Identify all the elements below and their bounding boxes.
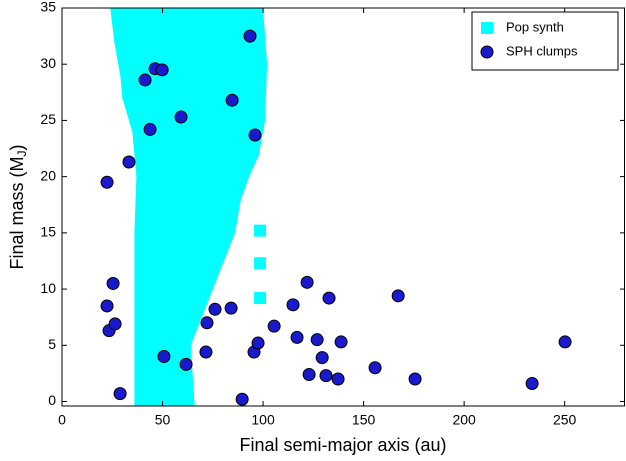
sph-clump-point (243, 29, 257, 43)
sph-clump-point (199, 345, 213, 359)
sph-clump-point (558, 335, 572, 349)
y-tick-label: 30 (40, 55, 56, 71)
y-tick-label: 20 (40, 167, 56, 183)
sph-clump-point (319, 369, 333, 383)
y-tick-label: 15 (40, 224, 56, 240)
sph-clump-point (179, 357, 193, 371)
sph-clump-point (122, 155, 136, 169)
y-tick-label: 35 (40, 0, 56, 15)
sph-clump-point (113, 387, 127, 401)
sph-clump-point (525, 377, 539, 391)
sph-clump-point (200, 316, 214, 330)
y-axis-label: Final mass (MJ) (7, 144, 29, 269)
x-tick-label: 100 (251, 412, 275, 428)
sph-clump-point (334, 335, 348, 349)
legend-label: Pop synth (506, 19, 564, 34)
y-tick-label: 0 (48, 392, 56, 408)
sph-clump-point (286, 298, 300, 312)
sph-clump-point (100, 299, 114, 313)
x-tick-label: 50 (155, 412, 171, 428)
sph-clump-point (225, 93, 239, 107)
sph-clump-point (248, 128, 262, 142)
x-tick-label: 0 (58, 412, 66, 428)
sph-clump-point (155, 63, 169, 77)
pop-synth-point (254, 224, 267, 237)
x-tick-label: 250 (553, 412, 577, 428)
sph-clump-point (302, 368, 316, 382)
sph-clump-point (267, 319, 281, 333)
sph-clump-point (157, 350, 171, 364)
sph-clump-point (408, 372, 422, 386)
x-axis-label: Final semi-major axis (au) (239, 435, 446, 455)
sph-clump-point (331, 372, 345, 386)
sph-clump-point (143, 122, 157, 136)
sph-clump-point (315, 351, 329, 365)
sph-clump-point (224, 301, 238, 315)
sph-clump-point (300, 275, 314, 289)
legend-marker (481, 22, 493, 34)
plot-area (100, 8, 572, 406)
y-tick-label: 25 (40, 111, 56, 127)
legend-marker (480, 45, 494, 59)
y-label-main: Final mass (M (7, 156, 27, 269)
sph-clump-point (310, 333, 324, 347)
sph-clump-point (322, 291, 336, 305)
sph-clump-point (108, 317, 122, 331)
sph-clump-point (100, 175, 114, 189)
legend-box (471, 11, 619, 71)
y-tick-label: 10 (40, 280, 56, 296)
pop-synth-region (110, 8, 268, 406)
sph-clump-point (251, 336, 265, 350)
sph-clump-point (368, 361, 382, 375)
pop-synth-point (254, 257, 267, 270)
legend-label: SPH clumps (506, 43, 578, 58)
axes-frame (61, 7, 625, 407)
sph-clump-point (208, 302, 222, 316)
x-tick-label: 200 (452, 412, 476, 428)
sph-clump-point (235, 392, 249, 406)
x-tick-label: 150 (352, 412, 376, 428)
y-label-tail: ) (7, 144, 27, 150)
sph-clump-point (290, 330, 304, 344)
sph-clump-point (138, 73, 152, 87)
sph-clump-point (174, 110, 188, 124)
y-label-sub: J (15, 150, 29, 156)
sph-clump-point (106, 276, 120, 290)
pop-synth-point (254, 292, 267, 305)
y-tick-label: 5 (48, 336, 56, 352)
sph-clump-point (391, 289, 405, 303)
